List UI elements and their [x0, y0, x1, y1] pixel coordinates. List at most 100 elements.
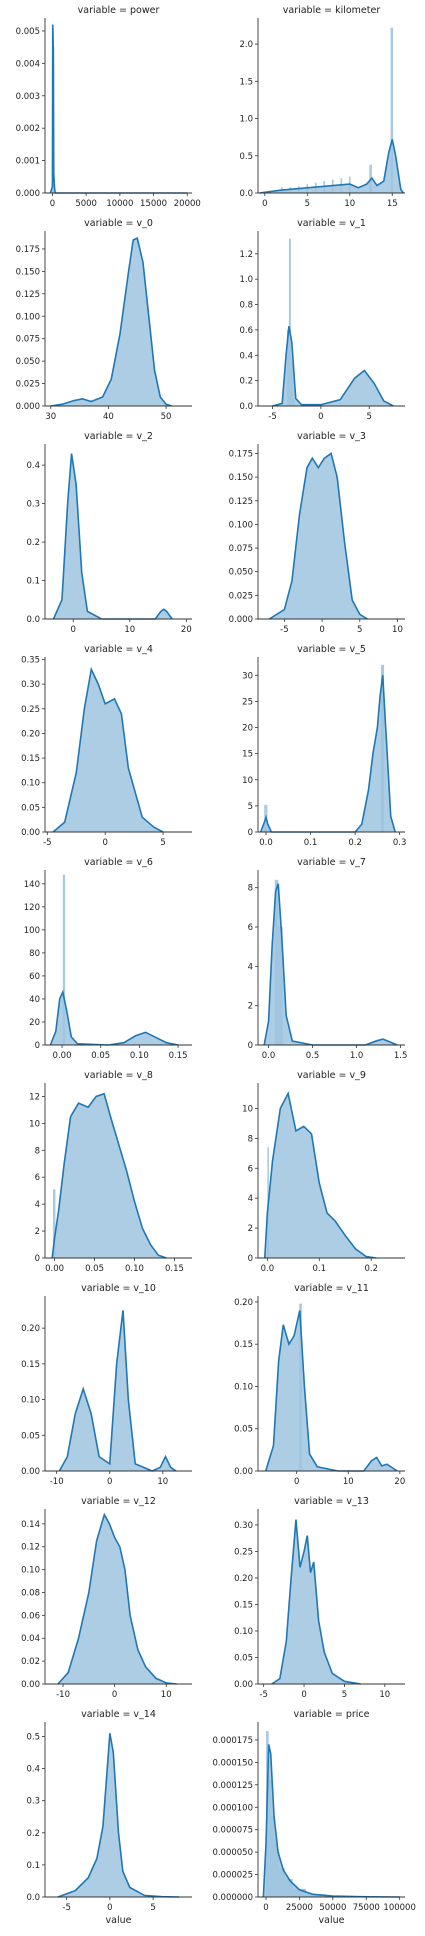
y-tick-label: 0.000150 [212, 1758, 253, 1768]
x-tick-label: -10 [56, 1690, 70, 1700]
y-tick-label: 0.20 [234, 1298, 253, 1308]
y-tick-label: 0.175 [229, 449, 253, 459]
y-tick-label: 0.00 [234, 1680, 253, 1690]
y-tick-label: 0.06 [21, 1611, 40, 1621]
x-tick-label: 40 [103, 412, 114, 422]
x-tick-label: 25000 [286, 1903, 313, 1913]
y-tick-label: 0.050 [16, 357, 40, 367]
x-tick-label: 5000 [75, 199, 97, 209]
y-tick-label: 0.004 [16, 59, 40, 69]
histogram-bar [279, 1868, 285, 1897]
y-tick-label: 0 [248, 828, 253, 838]
y-tick-label: 0.025 [16, 380, 40, 390]
y-tick-label: 0.1 [26, 577, 40, 587]
y-tick-label: 0.15 [234, 1340, 253, 1350]
facet-panel: variable = kilometer 0.0 0.5 1.0 1.5 2.0 0 5 10 1… [239, 5, 405, 209]
density-line [263, 1091, 377, 1259]
x-tick-label: -5 [43, 838, 51, 848]
y-tick-label: 0.175 [16, 245, 40, 255]
x-tick-label: 75000 [353, 1903, 380, 1913]
y-tick-label: 12 [29, 1092, 40, 1102]
histogram-bar [52, 1189, 56, 1258]
x-tick-label: 15000 [140, 199, 167, 209]
density-line [49, 989, 179, 1046]
x-tick-label: 0 [107, 1903, 112, 1913]
y-tick-label: 0.0 [239, 402, 253, 412]
density-fill [59, 1310, 177, 1471]
density-fill [265, 1310, 398, 1471]
x-tick-label: 0 [107, 1477, 112, 1487]
y-tick-label: 0.003 [16, 92, 40, 102]
density-fill [271, 1519, 361, 1684]
y-tick-label: 0.0 [239, 189, 253, 199]
y-tick-label: 0.4 [239, 351, 253, 361]
x-tick-label: 0.00 [53, 1051, 72, 1061]
histogram-bar [306, 1894, 327, 1897]
y-tick-label: 0.125 [229, 497, 253, 507]
x-tick-label: 5 [367, 412, 372, 422]
y-tick-label: 0.15 [21, 1360, 40, 1370]
y-tick-label: 0.050 [229, 568, 253, 578]
density-fill [272, 326, 394, 406]
y-tick-label: 0.00 [21, 1467, 40, 1477]
y-tick-label: 0.000100 [212, 1803, 253, 1813]
y-tick-label: 0.05 [21, 803, 40, 813]
y-tick-label: 0.4 [26, 461, 40, 471]
y-tick-label: 1.5 [239, 77, 253, 87]
density-line [51, 1092, 167, 1259]
y-tick-label: 10 [29, 1119, 40, 1129]
y-tick-label: 0.2 [26, 538, 40, 548]
x-tick-label: 0 [262, 199, 267, 209]
facet-panel: variable = v_0 0.000 0.025 0.050 0.075 0.100 0… [16, 218, 192, 422]
y-tick-label: 0 [248, 1041, 253, 1051]
y-tick-label: 0.000 [16, 189, 40, 199]
y-tick-label: 20 [29, 1018, 40, 1028]
x-tick-label: 20000 [174, 199, 201, 209]
x-tick-label: 0.05 [85, 1264, 104, 1274]
histogram-bar [287, 329, 289, 406]
y-tick-label: 0.20 [21, 1324, 40, 1334]
histogram-bar [274, 879, 279, 1045]
y-tick-label: 0.6 [239, 326, 253, 336]
facet-title: variable = price [294, 1709, 370, 1720]
y-tick-label: 0.3 [26, 1797, 40, 1807]
y-tick-label: 30 [242, 671, 253, 681]
density-fill [52, 1093, 167, 1258]
y-tick-label: 4 [35, 1200, 40, 1210]
y-tick-label: 0.025 [229, 591, 253, 601]
facet-panel: variable = v_12 0.00 0.02 0.04 0.06 0.08 0.10 0… [21, 1496, 192, 1700]
y-tick-label: 6 [35, 1173, 40, 1183]
density-line [57, 1733, 180, 1898]
y-tick-label: 0.25 [234, 1547, 253, 1557]
y-tick-label: 80 [29, 949, 40, 959]
facet-title: variable = v_8 [84, 1070, 153, 1081]
histogram-bar [268, 1780, 272, 1897]
x-tick-label: 10 [344, 199, 355, 209]
x-tick-label: -10 [50, 1477, 64, 1487]
y-tick-label: 2 [35, 1227, 40, 1237]
y-tick-label: 0.00 [21, 828, 40, 838]
y-tick-label: 0.05 [21, 1431, 40, 1441]
x-tick-label: 0 [50, 199, 55, 209]
y-tick-label: 0.100 [16, 312, 40, 322]
x-tick-label: 0.1 [313, 1264, 327, 1274]
histogram-bar [299, 1303, 302, 1471]
y-tick-label: 1.0 [239, 275, 253, 285]
density-line [52, 666, 164, 833]
x-axis-label: value [106, 1915, 132, 1926]
histogram-bar [297, 186, 300, 193]
facet-title: variable = v_2 [84, 431, 153, 442]
y-tick-label: 4 [248, 1194, 253, 1204]
x-tick-label: 0 [112, 1690, 117, 1700]
x-tick-label: 0 [319, 625, 324, 635]
histogram-bar [380, 664, 385, 832]
density-line [268, 452, 368, 620]
facet-title: variable = v_1 [297, 218, 366, 229]
facet-title: variable = v_3 [297, 431, 366, 442]
y-tick-label: 0.8 [239, 301, 253, 311]
x-tick-label: 0 [318, 412, 323, 422]
x-tick-label: 10 [161, 1690, 172, 1700]
x-tick-label: 0.0 [261, 1264, 275, 1274]
histogram-bar [288, 238, 291, 406]
density-fill [50, 24, 188, 194]
